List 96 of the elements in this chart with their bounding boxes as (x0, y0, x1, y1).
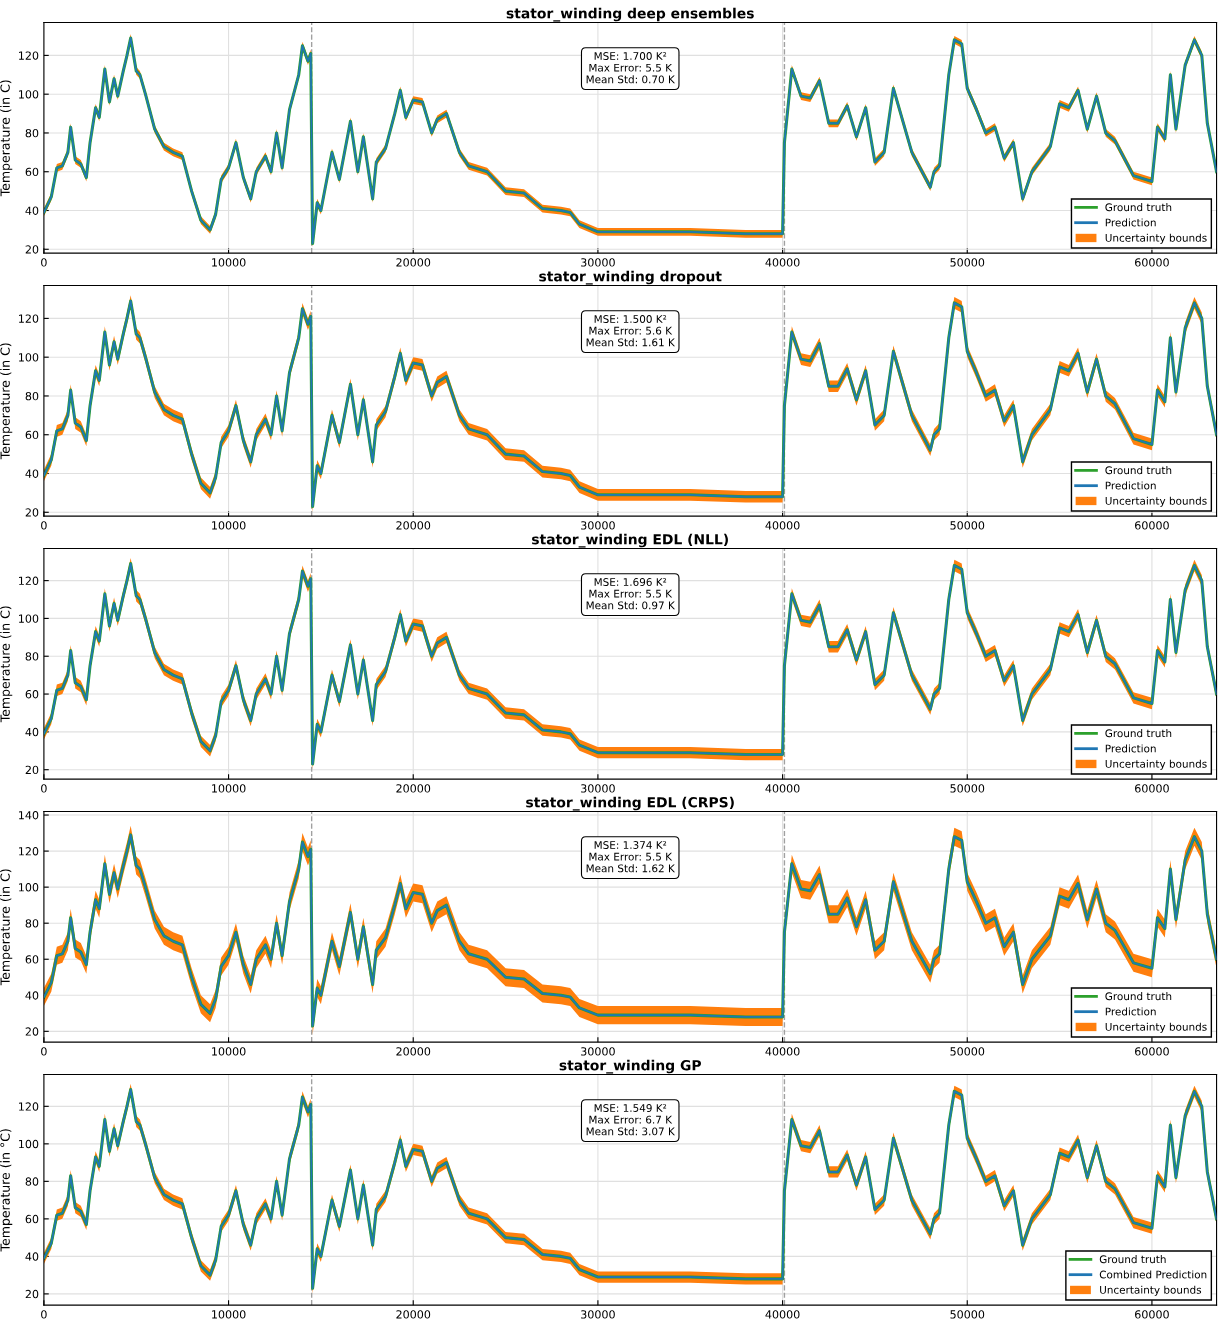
y-axis-title: Temperature (in °C) (0, 1129, 13, 1252)
y-tick-label: 60 (25, 1214, 39, 1224)
x-tick-label: 0 (41, 1047, 47, 1056)
annotation: MSE: 1.700 K² Max Error: 5.5 K Mean Std: 0.70 K (586, 52, 676, 84)
x-tick-label: 0 (41, 258, 47, 267)
y-tick-label: 100 (19, 614, 39, 623)
x-tick-label: 20000 (396, 784, 431, 793)
y-tick-label: 80 (25, 652, 39, 661)
y-tick-label: 120 (19, 51, 39, 60)
x-tick-label: 50000 (950, 521, 985, 530)
y-tick-label: 60 (25, 167, 39, 177)
legend-label: Prediction (1105, 1007, 1156, 1016)
x-tick-label: 50000 (950, 1310, 985, 1319)
x-tick-label: 30000 (581, 258, 615, 267)
x-tick-label: 30000 (581, 521, 615, 530)
x-tick-label: 10000 (212, 784, 246, 793)
y-tick-label: 80 (25, 128, 39, 138)
x-tick-label: 10000 (212, 1047, 246, 1056)
y-tick-label: 100 (19, 1139, 39, 1149)
x-tick-label: 10000 (212, 521, 246, 530)
y-tick-label: 40 (25, 727, 39, 737)
x-tick-label: 40000 (765, 1310, 800, 1319)
x-tick-label: 60000 (1135, 1310, 1169, 1319)
legend-label: Prediction (1105, 744, 1156, 753)
x-tick-label: 60000 (1135, 784, 1169, 793)
y-axis-title: Temperature (in C) (0, 343, 13, 460)
x-tick-label: 10000 (212, 258, 246, 267)
legend-label: Ground truth (1099, 1255, 1166, 1264)
x-tick-label: 20000 (396, 1310, 431, 1319)
legend-label: Ground truth (1105, 466, 1172, 475)
annotation: MSE: 1.549 K² Max Error: 6.7 K Mean Std: 3.07 K (586, 1104, 676, 1136)
y-tick-label: 120 (19, 576, 39, 585)
annotation: MSE: 1.696 K² Max Error: 5.5 K Mean Std: 0.97 K (586, 578, 676, 610)
y-tick-label: 60 (25, 955, 39, 964)
legend-label: Prediction (1105, 218, 1156, 227)
legend-label: Uncertainty bounds (1105, 759, 1207, 770)
y-tick-label: 40 (25, 991, 39, 1000)
y-tick-label: 20 (25, 1289, 39, 1299)
y-tick-label: 100 (19, 353, 39, 362)
x-tick-label: 50000 (950, 258, 985, 267)
x-tick-label: 50000 (950, 784, 985, 793)
x-tick-label: 40000 (765, 258, 800, 267)
y-axis-title: Temperature (in C) (0, 80, 13, 197)
x-tick-label: 0 (41, 521, 47, 530)
x-tick-label: 50000 (950, 1047, 985, 1056)
y-tick-label: 140 (19, 811, 39, 820)
x-tick-label: 40000 (765, 784, 800, 793)
y-tick-label: 40 (25, 469, 39, 478)
x-tick-label: 10000 (212, 1310, 246, 1319)
chart-title: stator_winding EDL (NLL) (532, 533, 728, 548)
chart-title: stator_winding EDL (CRPS) (526, 796, 734, 811)
y-tick-label: 80 (25, 919, 39, 928)
y-tick-label: 60 (25, 690, 39, 699)
x-tick-label: 60000 (1135, 258, 1169, 267)
legend-label: Prediction (1105, 481, 1156, 490)
y-axis-title: Temperature (in C) (0, 606, 13, 723)
x-tick-label: 60000 (1135, 521, 1169, 530)
legend-label: Ground truth (1105, 729, 1172, 738)
chart-title: stator_winding GP (559, 1059, 701, 1074)
annotation: MSE: 1.500 K² Max Error: 5.6 K Mean Std: 1.61 K (586, 315, 676, 347)
y-tick-label: 20 (25, 245, 39, 254)
legend-label: Ground truth (1105, 992, 1172, 1001)
y-tick-label: 100 (19, 90, 39, 99)
y-tick-label: 120 (19, 314, 39, 323)
legend-label: Uncertainty bounds (1105, 1022, 1207, 1033)
x-tick-label: 60000 (1135, 1047, 1169, 1056)
y-tick-label: 60 (25, 430, 39, 440)
x-tick-label: 30000 (581, 1047, 615, 1056)
y-tick-label: 120 (19, 847, 39, 856)
x-tick-label: 0 (41, 1310, 47, 1319)
y-tick-label: 40 (25, 1252, 39, 1261)
x-tick-label: 40000 (765, 1047, 800, 1056)
y-axis-title: Temperature (in C) (0, 869, 13, 986)
chart-title: stator_winding dropout (539, 270, 722, 285)
x-tick-label: 30000 (581, 784, 615, 793)
y-tick-label: 120 (19, 1102, 39, 1111)
legend-label: Uncertainty bounds (1105, 496, 1207, 507)
legend-label: Combined Prediction (1099, 1270, 1207, 1279)
x-tick-label: 20000 (396, 1047, 431, 1056)
y-tick-label: 80 (25, 391, 39, 401)
chart-title: stator_winding deep ensembles (506, 7, 754, 22)
x-tick-label: 20000 (396, 521, 431, 530)
y-tick-label: 80 (25, 1177, 39, 1186)
legend-label: Ground truth (1105, 203, 1172, 212)
x-tick-label: 20000 (396, 258, 431, 267)
y-tick-label: 40 (25, 206, 39, 215)
y-tick-label: 20 (25, 508, 39, 517)
x-tick-label: 30000 (581, 1310, 615, 1319)
y-tick-label: 100 (19, 883, 39, 892)
legend-label: Uncertainty bounds (1100, 1285, 1202, 1296)
legend-label: Uncertainty bounds (1105, 233, 1207, 244)
x-tick-label: 0 (41, 784, 47, 793)
x-tick-label: 40000 (765, 521, 800, 530)
y-tick-label: 20 (25, 765, 39, 775)
y-tick-label: 20 (25, 1027, 39, 1036)
annotation: MSE: 1.374 K² Max Error: 5.5 K Mean Std: 1.62 K (586, 841, 676, 873)
